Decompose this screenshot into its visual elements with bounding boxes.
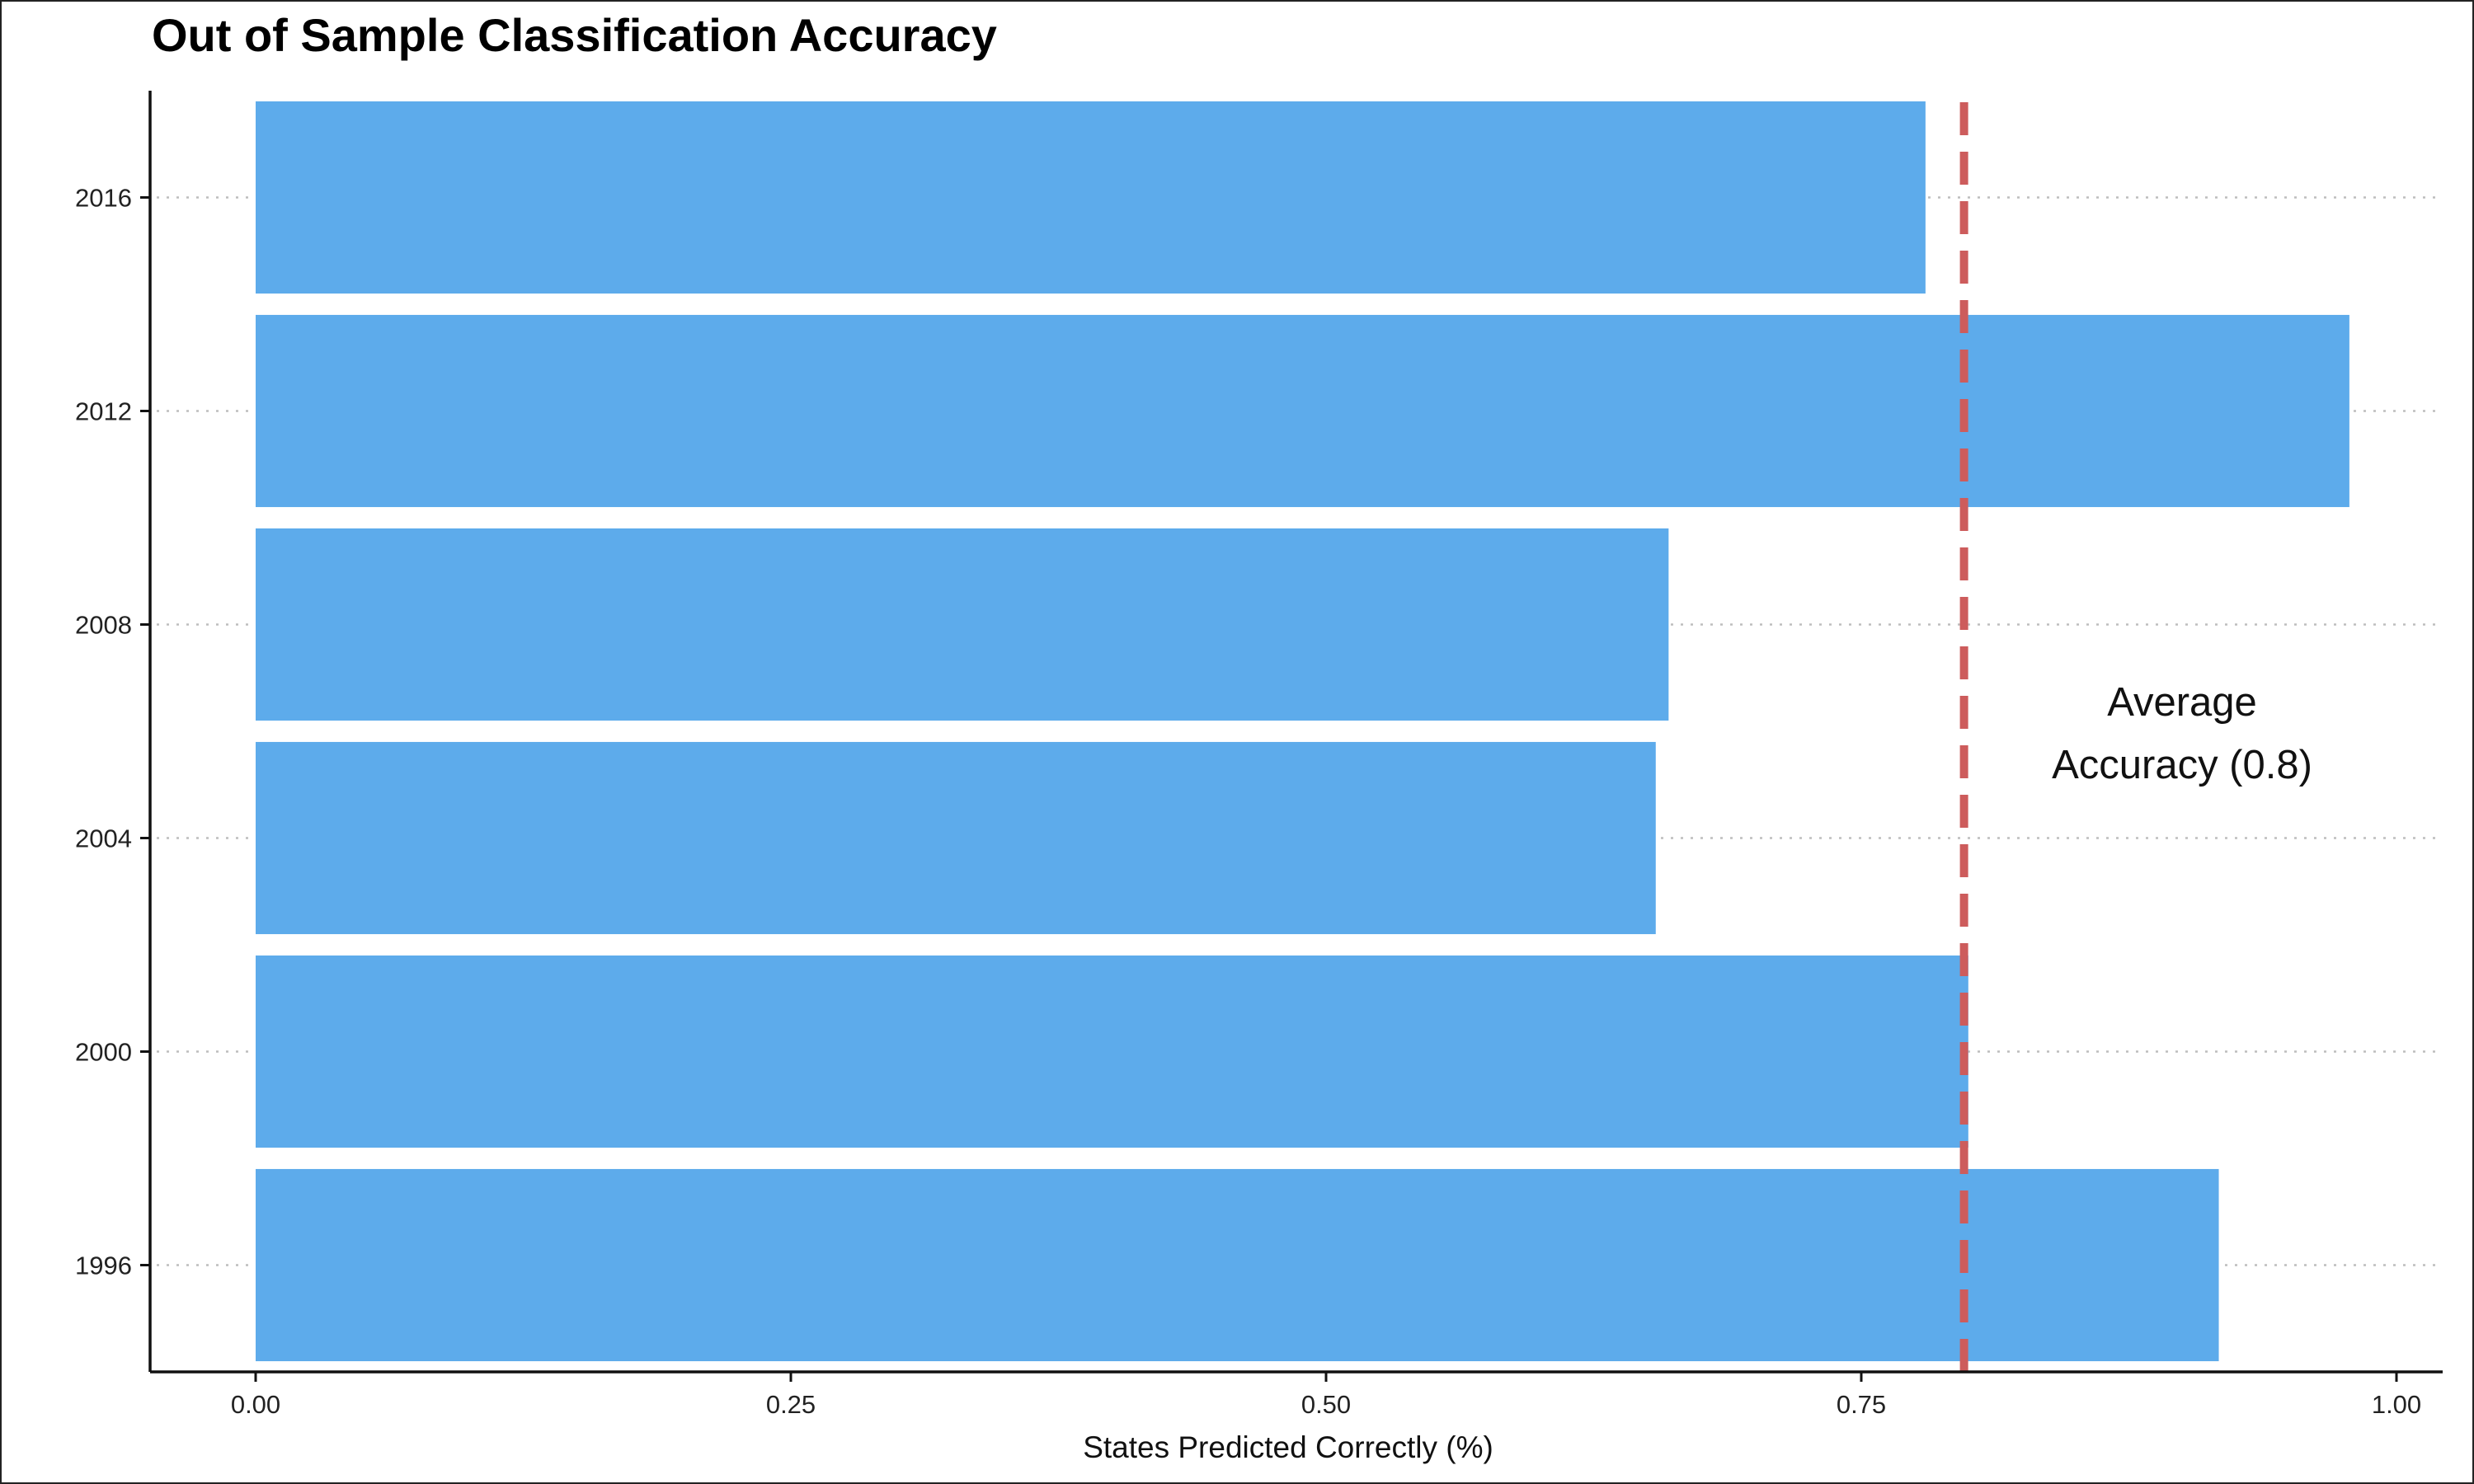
bar-2008	[256, 528, 1669, 721]
y-tick-label-2012: 2012	[75, 397, 132, 426]
annotation-line-2: Accuracy (0.8)	[2052, 743, 2312, 787]
x-tick-label-0: 0.00	[231, 1390, 280, 1419]
bars	[256, 101, 2349, 1362]
y-tick-label-2004: 2004	[75, 824, 132, 853]
bar-2012	[256, 314, 2349, 508]
bar-1996	[256, 1168, 2219, 1362]
bar-2016	[256, 101, 1926, 294]
y-tick-label-1996: 1996	[75, 1252, 132, 1280]
y-tick-label-2000: 2000	[75, 1038, 132, 1067]
bar-2004	[256, 741, 1656, 935]
x-tick-label-2: 0.50	[1301, 1390, 1351, 1419]
x-axis-title: States Predicted Correctly (%)	[1083, 1430, 1493, 1464]
chart-title: Out of Sample Classification Accuracy	[152, 9, 997, 61]
average-accuracy-annotation: Average Accuracy (0.8)	[2052, 680, 2312, 787]
y-tick-label-2008: 2008	[75, 611, 132, 640]
x-tick-label-3: 0.75	[1837, 1390, 1886, 1419]
axes	[140, 91, 2443, 1382]
bar-2000	[256, 955, 1968, 1148]
x-tick-label-1: 0.25	[766, 1390, 816, 1419]
annotation-line-1: Average	[2107, 680, 2257, 725]
y-tick-label-2016: 2016	[75, 184, 132, 213]
x-tick-label-4: 1.00	[2372, 1390, 2421, 1419]
labels: Average Accuracy (0.8) 1996 2000 2004 2008 201…	[75, 184, 2421, 1465]
